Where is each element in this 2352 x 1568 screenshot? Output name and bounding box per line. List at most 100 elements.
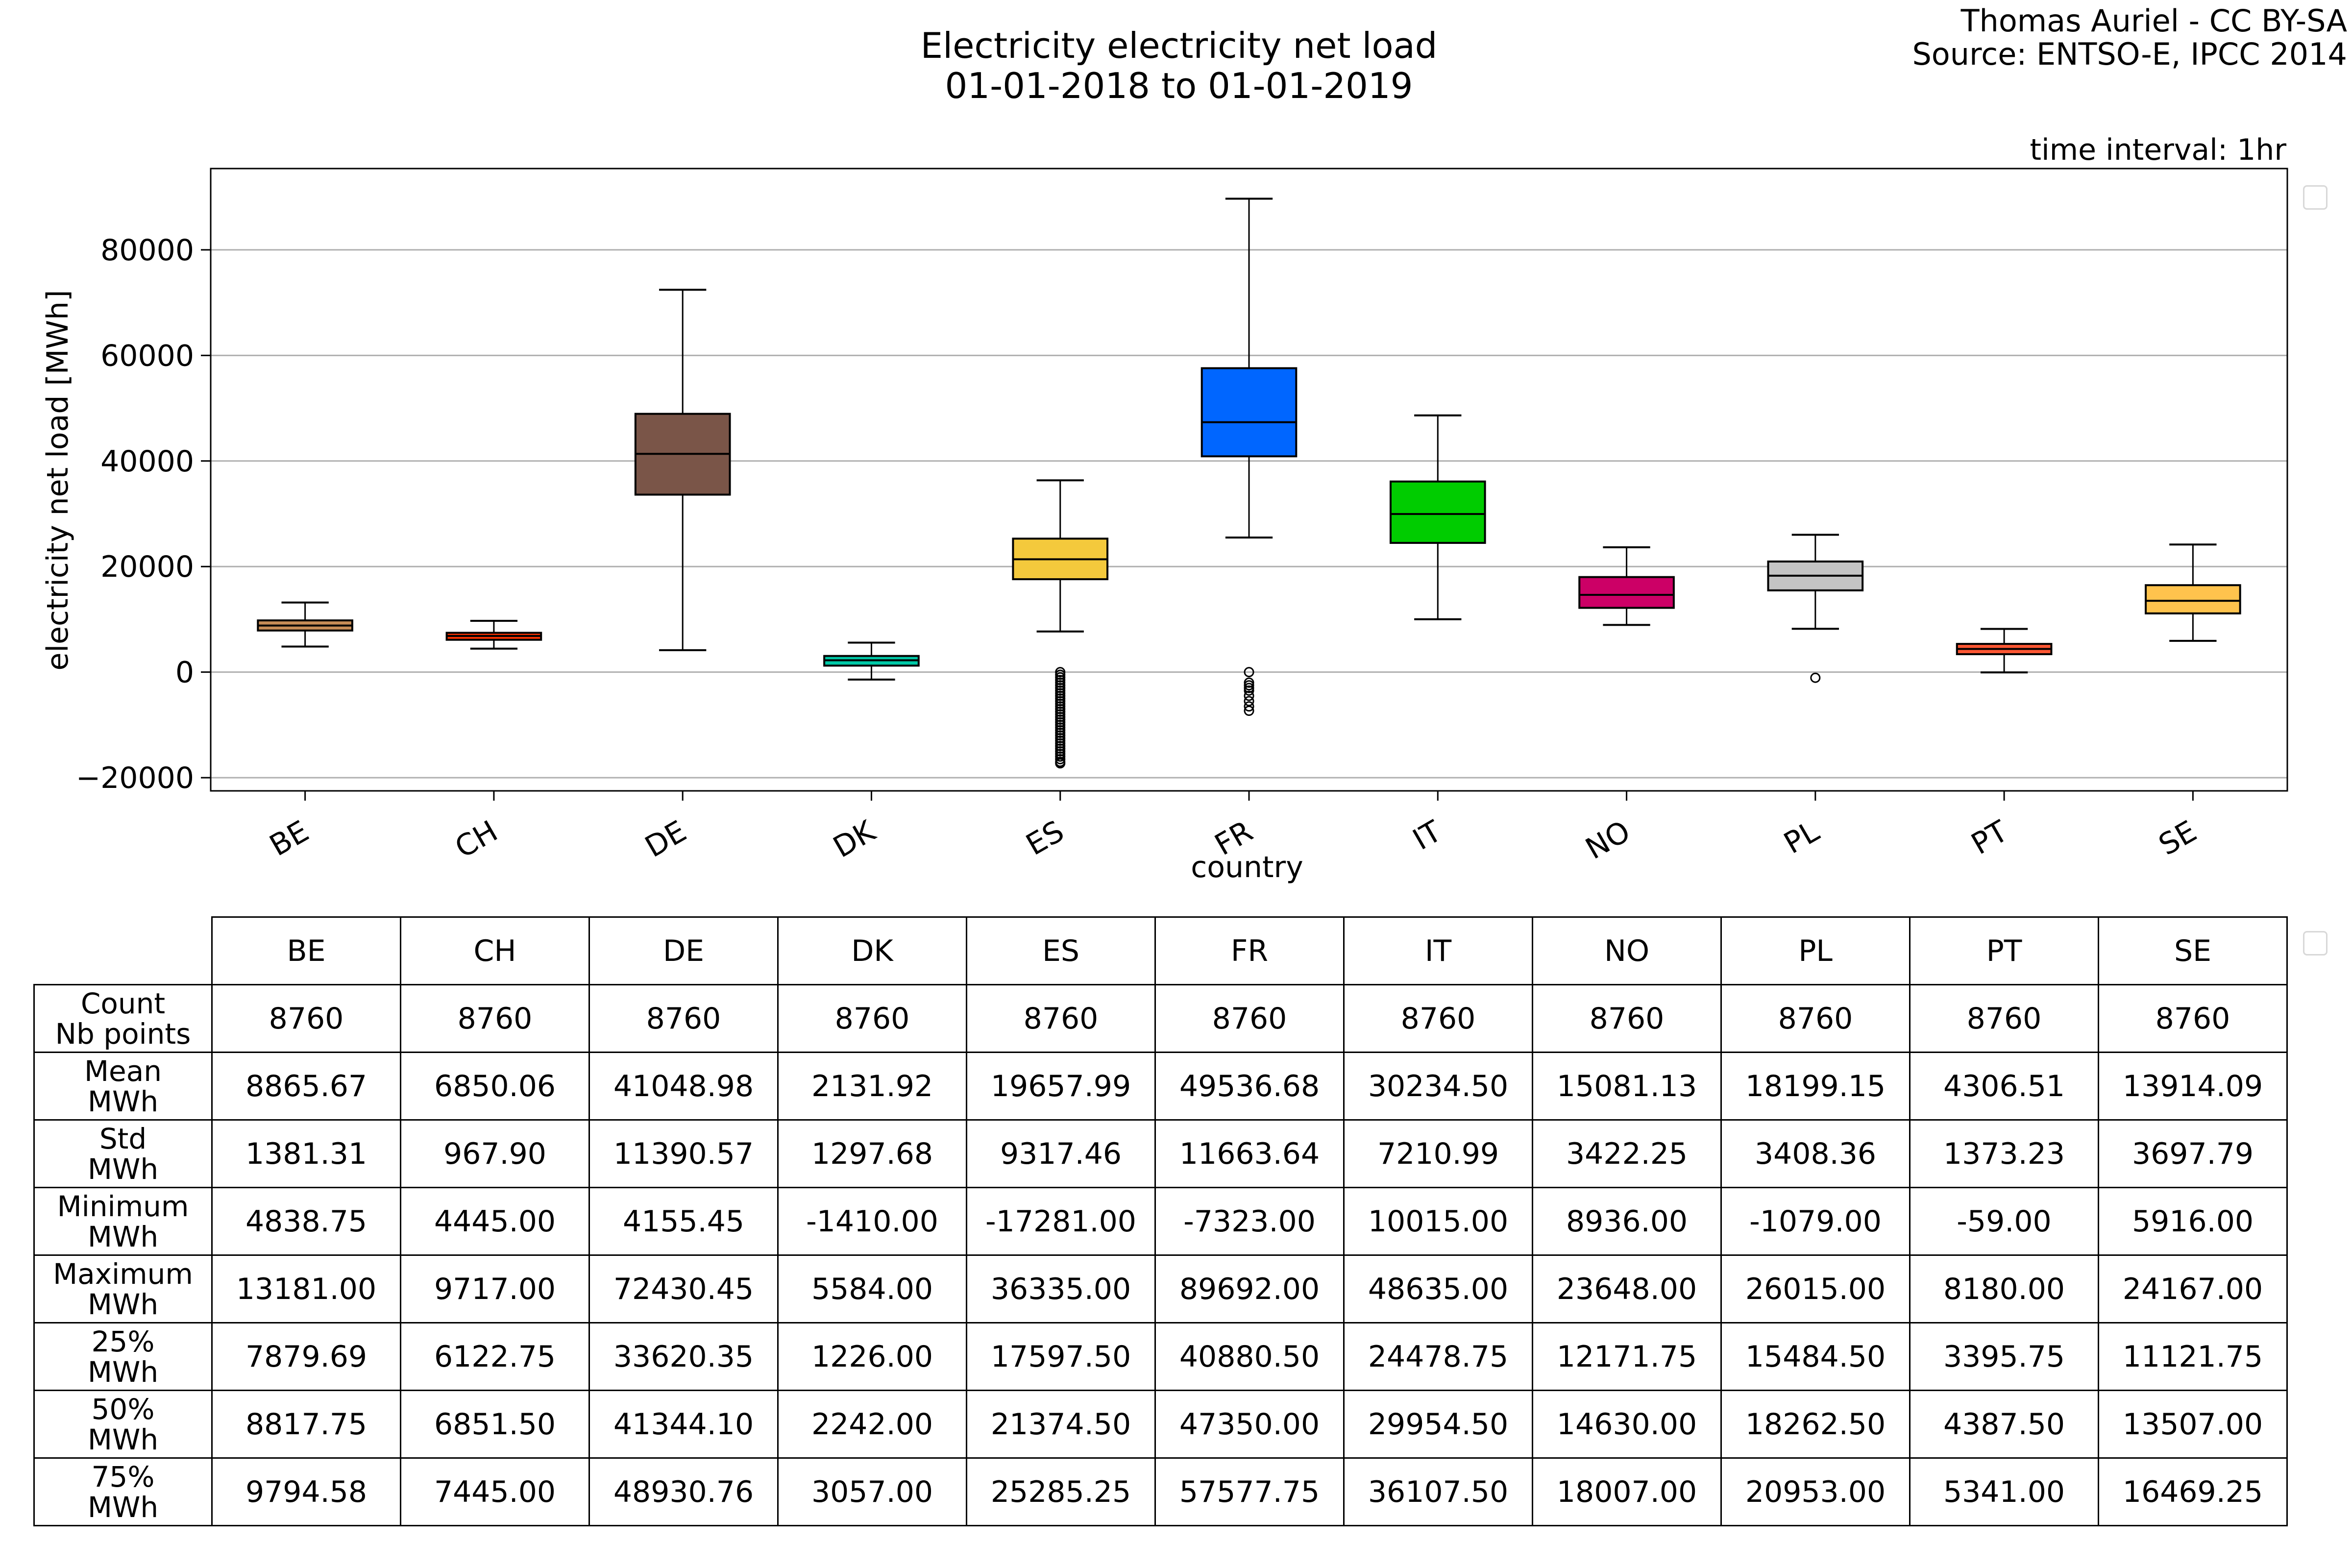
table-cell: 967.90 (400, 1119, 590, 1188)
chart-title-line2: 01-01-2018 to 01-01-2019 (945, 65, 1413, 106)
table-cell: 5341.00 (1909, 1457, 2099, 1526)
table-cell: 33620.35 (588, 1322, 779, 1391)
box-se (2145, 543, 2241, 642)
x-tick-label: CH (449, 814, 503, 865)
outlier-point (1244, 706, 1254, 716)
table-cell: 7879.69 (211, 1322, 401, 1391)
table-cell: 11390.57 (588, 1119, 779, 1188)
x-tick-label: PT (1966, 814, 2014, 861)
box-iqr (2145, 584, 2241, 614)
outlier-point (1244, 701, 1254, 712)
table-cell: -1410.00 (777, 1187, 967, 1256)
column-header: DK (777, 916, 967, 985)
table-cell: 8760 (1909, 984, 2099, 1053)
table-cell: 6850.06 (400, 1052, 590, 1121)
table-cell: 14630.00 (1532, 1390, 1722, 1459)
x-tick-label: BE (264, 814, 315, 863)
table-cell: 41344.10 (588, 1390, 779, 1459)
table-row: Std MWh 1381.31 967.90 11390.57 1297.68 9317.4… (33, 1119, 2288, 1188)
table-cell: 21374.50 (966, 1390, 1156, 1459)
table-cell: 7445.00 (400, 1457, 590, 1526)
column-header: DE (588, 916, 779, 985)
row-label-stat: Minimum (57, 1189, 189, 1223)
table-cell: 12171.75 (1532, 1322, 1722, 1391)
table-cell: 4306.51 (1909, 1052, 2099, 1121)
legend-checkbox[interactable] (2303, 185, 2328, 210)
table-cell: 8865.67 (211, 1052, 401, 1121)
table-cell: 3057.00 (777, 1457, 967, 1526)
table-cell: 40880.50 (1154, 1322, 1345, 1391)
row-label: Count Nb points (33, 984, 213, 1053)
column-header: FR (1154, 916, 1345, 985)
row-label-stat: Count (80, 986, 166, 1020)
table-cell: 89692.00 (1154, 1254, 1345, 1323)
row-label: 25% MWh (33, 1322, 213, 1391)
table-row: Count Nb points 8760 8760 8760 8760 8760 8760 87… (33, 984, 2288, 1053)
table-row: 25% MWh 7879.69 6122.75 33620.35 1226.00 17597… (33, 1322, 2288, 1391)
table-cell: 17597.50 (966, 1322, 1156, 1391)
table-cell: 9317.46 (966, 1119, 1156, 1188)
row-label-unit: Nb points (55, 1017, 191, 1051)
box-fr (1200, 197, 1298, 716)
table-row: Maximum MWh 13181.00 9717.00 72430.45 5584.00… (33, 1254, 2288, 1323)
box-be (257, 601, 353, 648)
corner-cell (34, 917, 212, 985)
table-cell: -1079.00 (1720, 1187, 1911, 1256)
table-cell: 24478.75 (1343, 1322, 1533, 1391)
box-de (634, 289, 731, 651)
y-tick-label: −20000 (76, 761, 194, 795)
table-cell: 3422.25 (1532, 1119, 1722, 1188)
y-tick-label: 80000 (100, 233, 194, 268)
table-cell: 47350.00 (1154, 1390, 1345, 1459)
table-cell: 7210.99 (1343, 1119, 1533, 1188)
table-cell: 23648.00 (1532, 1254, 1722, 1323)
row-label: Mean MWh (33, 1052, 213, 1121)
table-cell: 15081.13 (1532, 1052, 1722, 1121)
table-legend-checkbox[interactable] (2303, 931, 2328, 956)
table-cell: 36335.00 (966, 1254, 1156, 1323)
x-tick-label: DK (828, 814, 882, 865)
row-label-stat: Mean (84, 1054, 162, 1088)
table-cell: 11121.75 (2098, 1322, 2288, 1391)
table-cell: 48635.00 (1343, 1254, 1533, 1323)
table-cell: 18007.00 (1532, 1457, 1722, 1526)
chart-title-line1: Electricity electricity net load (921, 25, 1438, 66)
table-cell: 5916.00 (2098, 1187, 2288, 1256)
row-label-unit: MWh (87, 1355, 159, 1389)
table-row: Mean MWh 8865.67 6850.06 41048.98 2131.92 1965… (33, 1052, 2288, 1121)
table-cell: -7323.00 (1154, 1187, 1345, 1256)
y-tick-label: 20000 (100, 550, 194, 584)
x-tick-label: PL (1778, 814, 1825, 861)
table-cell: 3408.36 (1720, 1119, 1911, 1188)
y-tick-label: 60000 (100, 339, 194, 373)
table-cell: 8760 (966, 984, 1156, 1053)
table-cell: 2242.00 (777, 1390, 967, 1459)
table-cell: 8760 (1532, 984, 1722, 1053)
table-cell: 1297.68 (777, 1119, 967, 1188)
row-label-stat: 50% (91, 1392, 155, 1426)
row-label-unit: MWh (87, 1220, 159, 1253)
table-cell: 8760 (588, 984, 779, 1053)
outlier-point (1055, 758, 1066, 769)
x-axis-label: country (1191, 850, 1303, 884)
table-cell: -17281.00 (966, 1187, 1156, 1256)
table-cell: 8760 (2098, 984, 2288, 1053)
table-cell: 9717.00 (400, 1254, 590, 1323)
table-cell: 6851.50 (400, 1390, 590, 1459)
row-label-stat: Std (99, 1122, 147, 1155)
table-cell: 72430.45 (588, 1254, 779, 1323)
row-label: Std MWh (33, 1119, 213, 1188)
column-header: IT (1343, 916, 1533, 985)
box-ch (445, 619, 542, 650)
time-interval-text: time interval: 1hr (2030, 133, 2286, 167)
table-cell: 2131.92 (777, 1052, 967, 1121)
table-cell: 13507.00 (2098, 1390, 2288, 1459)
row-label-unit: MWh (87, 1287, 159, 1321)
box-pt (1956, 628, 2053, 674)
table-cell: 5584.00 (777, 1254, 967, 1323)
column-header: BE (211, 916, 401, 985)
row-label-unit: MWh (87, 1422, 159, 1456)
table-cell: 8760 (211, 984, 401, 1053)
x-tick-label: SE (2153, 814, 2203, 862)
table-cell: 36107.50 (1343, 1457, 1533, 1526)
